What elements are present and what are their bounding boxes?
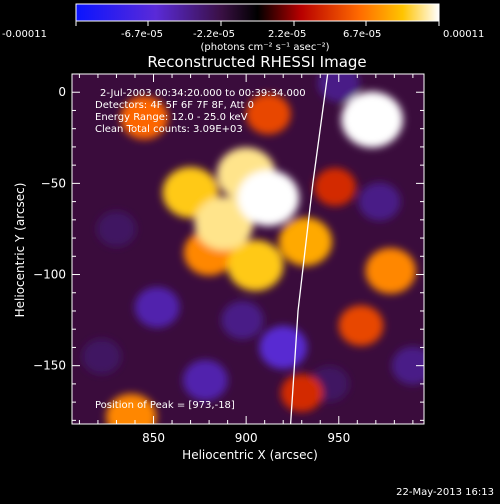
heatmap-source <box>182 359 228 401</box>
x-tick-label: 900 <box>235 431 258 445</box>
footer-date: 22-May-2013 16:13 <box>396 487 494 498</box>
y-tick-label: 0 <box>58 85 66 99</box>
heatmap-source-core <box>356 105 388 134</box>
y-axis-label: Heliocentric Y (arcsec) <box>13 183 27 318</box>
heatmap-source <box>280 373 323 413</box>
heatmap-source-core <box>241 252 270 279</box>
colorbar-tick-label-5: 0.00011 <box>443 29 484 40</box>
heatmap-source-core <box>252 183 284 212</box>
x-tick-label: 950 <box>327 431 350 445</box>
peak-position-text: Position of Peak = [973,-18] <box>95 400 235 411</box>
solar-limb-line <box>289 74 329 424</box>
heatmap-source <box>358 182 401 221</box>
colorbar <box>76 4 439 21</box>
heatmap-source <box>317 74 360 103</box>
plot-frame <box>71 73 425 425</box>
colorbar-tick-label-0: -0.00011 <box>2 29 47 40</box>
heatmap-source-core <box>176 179 205 206</box>
heatmap-source <box>82 338 122 375</box>
heatmap-source-core <box>209 210 239 237</box>
heatmap-source <box>96 211 137 247</box>
y-tick-label: −100 <box>33 268 66 282</box>
heatmap-source <box>120 96 169 140</box>
heatmap-source <box>245 93 291 135</box>
heatmap-sources <box>82 74 424 424</box>
heatmap-source <box>134 286 180 328</box>
x-tick-label: 850 <box>142 431 165 445</box>
heatmap-source <box>391 346 424 385</box>
heatmap-source <box>221 301 264 340</box>
heatmap-source <box>314 167 357 207</box>
heatmap-source <box>259 325 308 370</box>
x-axis-label: Heliocentric X (arcsec) <box>182 448 318 462</box>
colorbar-unit-label: (photons cm⁻² s⁻¹ asec⁻²) <box>200 42 329 53</box>
chart-title: Reconstructed RHESSI Image <box>147 53 366 71</box>
heatmap-source <box>106 393 157 424</box>
colorbar-frame <box>75 3 440 22</box>
clean-counts-text: Clean Total counts: 3.09E+03 <box>95 124 243 135</box>
time-range-text: 2-Jul-2003 00:34:20.000 to 00:39:34.000 <box>100 88 306 99</box>
heatmap-source <box>338 305 384 346</box>
colorbar-tick-label-4: 6.7e-05 <box>343 29 381 40</box>
colorbar-tick-label-2: -2.2e-05 <box>193 29 235 40</box>
colorbar-ticks <box>75 21 440 26</box>
detectors-text: Detectors: 4F 5F 6F 7F 8F, Att 0 <box>95 100 254 111</box>
y-tick-label: −50 <box>41 176 66 190</box>
image-info: 2-Jul-2003 00:34:20.000 to 00:39:34.000 … <box>95 88 306 411</box>
heatmap-source <box>365 247 416 294</box>
colorbar-tick-label-1: -6.7e-05 <box>121 29 163 40</box>
colorbar-tick-label-3: 2.2e-05 <box>268 29 306 40</box>
energy-range-text: Energy Range: 12.0 - 25.0 keV <box>95 112 248 123</box>
y-tick-label: −150 <box>33 359 66 373</box>
axes: 850 900 950 0 −50 −100 −150 <box>33 73 424 445</box>
